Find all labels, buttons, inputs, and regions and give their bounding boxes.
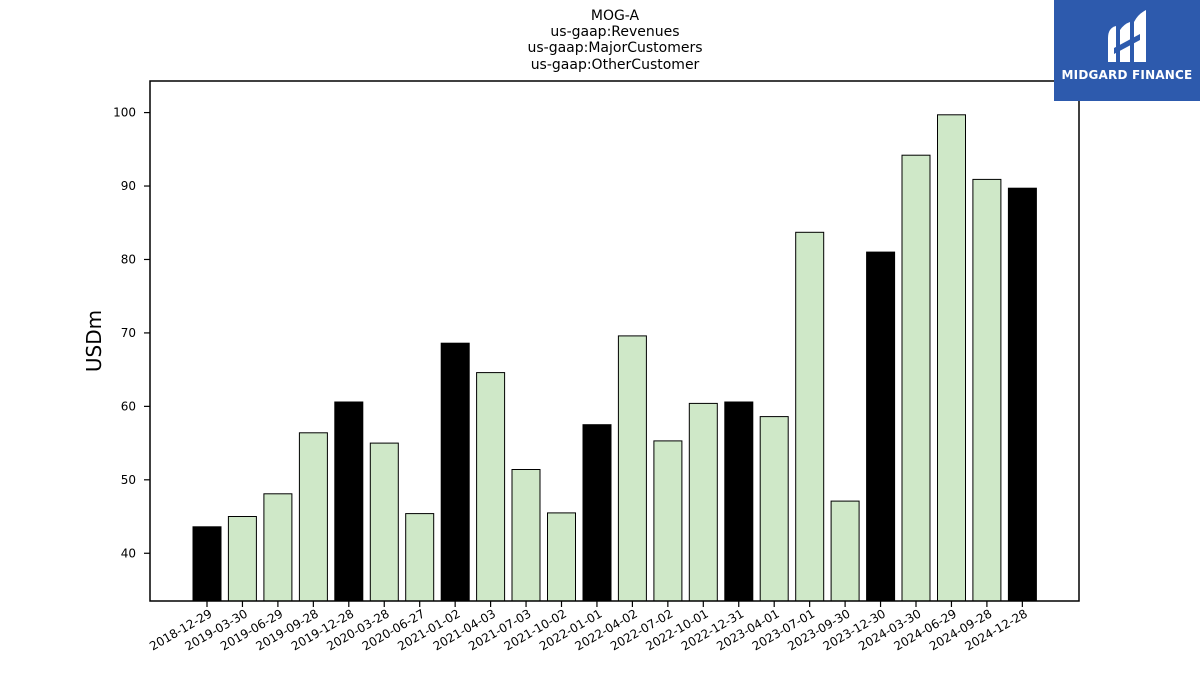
bar-2022-10-01 bbox=[688, 402, 718, 602]
y-axis-label: USDm bbox=[82, 310, 106, 372]
title-line-revenues: us-gaap:Revenues bbox=[550, 24, 679, 40]
bar-2022-07-02 bbox=[653, 440, 683, 602]
y-tick-label: 70 bbox=[121, 326, 136, 340]
bar-2024-03-30 bbox=[901, 154, 931, 602]
x-axis-ticks: 2018-12-292019-03-302019-06-292019-09-28… bbox=[147, 601, 1030, 653]
bar-2018-12-29 bbox=[192, 526, 222, 602]
y-tick-label: 40 bbox=[121, 546, 136, 560]
bar-2019-12-28 bbox=[334, 401, 364, 602]
bar-2021-07-03 bbox=[511, 469, 541, 602]
bar-2020-06-27 bbox=[405, 513, 435, 602]
title-line-other-customer: us-gaap:OtherCustomer bbox=[531, 57, 700, 73]
chart-title: MOG-A us-gaap:Revenues us-gaap:MajorCust… bbox=[527, 8, 702, 73]
plot-frame bbox=[149, 80, 1080, 602]
bar-2023-09-30 bbox=[830, 500, 860, 602]
bar-2021-04-03 bbox=[476, 372, 506, 602]
bar-2023-07-01 bbox=[795, 231, 825, 602]
bar-2019-06-29 bbox=[263, 493, 293, 602]
y-tick-label: 80 bbox=[121, 252, 136, 266]
bar-2023-12-30 bbox=[866, 251, 896, 602]
bar-2019-03-30 bbox=[227, 516, 257, 602]
bar-2022-12-31 bbox=[724, 401, 754, 602]
logo-text: MIDGARD FINANCE bbox=[1061, 68, 1193, 82]
midgard-logo-icon bbox=[1108, 10, 1146, 62]
bar-2024-06-29 bbox=[937, 114, 966, 602]
y-tick-label: 90 bbox=[121, 179, 136, 193]
midgard-finance-logo: MIDGARD FINANCE bbox=[1054, 0, 1200, 101]
y-tick-label: 100 bbox=[113, 106, 136, 120]
bar-2021-01-02 bbox=[440, 342, 470, 602]
y-axis-ticks: 40 50 60 70 80 90 100 bbox=[113, 106, 150, 560]
bar-2023-04-01 bbox=[759, 416, 789, 602]
y-tick-label: 60 bbox=[121, 399, 136, 413]
y-tick-label: 50 bbox=[121, 473, 136, 487]
bar-2022-04-02 bbox=[617, 335, 647, 602]
bar-2020-03-28 bbox=[369, 442, 399, 602]
title-line-major-customers: us-gaap:MajorCustomers bbox=[527, 40, 702, 56]
bar-2019-09-28 bbox=[298, 432, 328, 602]
bar-2024-09-28 bbox=[972, 178, 1002, 602]
title-line-ticker: MOG-A bbox=[591, 8, 640, 24]
bar-2022-01-01 bbox=[582, 424, 612, 602]
bars-group bbox=[192, 114, 1037, 602]
bar-2021-10-02 bbox=[547, 512, 576, 602]
bar-2024-12-28 bbox=[1007, 187, 1037, 602]
